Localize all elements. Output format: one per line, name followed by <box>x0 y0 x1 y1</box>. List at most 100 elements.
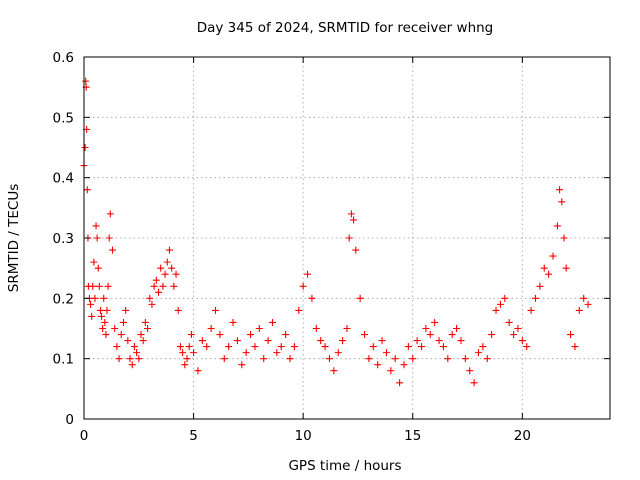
data-point <box>549 252 557 260</box>
data-point <box>102 331 110 339</box>
data-point <box>155 288 163 296</box>
data-point <box>146 294 154 302</box>
data-point <box>152 276 160 284</box>
data-point <box>181 361 189 369</box>
data-point <box>562 264 570 272</box>
data-point <box>95 282 103 290</box>
data-point <box>325 355 333 363</box>
data-point <box>580 294 588 302</box>
data-point <box>444 355 452 363</box>
data-point <box>290 343 298 351</box>
data-point <box>203 343 211 351</box>
data-point <box>374 361 382 369</box>
data-point <box>453 325 461 332</box>
y-axis-label: SRMTID / TECUs <box>6 184 22 292</box>
data-point <box>119 318 127 326</box>
data-point <box>174 306 182 314</box>
data-point <box>378 337 386 345</box>
data-point <box>93 234 101 242</box>
y-tick-label: 0.6 <box>53 50 74 66</box>
data-point <box>396 379 404 387</box>
data-point <box>83 186 91 194</box>
data-point <box>413 337 421 345</box>
data-point <box>347 210 355 218</box>
data-point <box>194 367 202 375</box>
data-point <box>104 282 112 290</box>
data-point <box>133 349 141 357</box>
data-point <box>126 355 134 363</box>
y-tick-label: 0.5 <box>53 110 74 126</box>
data-point <box>170 282 178 290</box>
data-point <box>82 77 90 85</box>
data-point <box>98 312 106 320</box>
data-point <box>144 325 152 332</box>
data-point <box>426 331 434 339</box>
data-point <box>418 343 426 351</box>
tick-layer: 0 5 10 15 20 0 0.1 0.2 0.3 0.4 0.5 0.6 <box>53 50 610 444</box>
data-point <box>212 306 219 314</box>
data-point <box>242 349 250 357</box>
data-point <box>488 331 496 339</box>
data-point <box>584 300 592 308</box>
x-tick-label: 10 <box>295 428 312 444</box>
data-point <box>268 318 276 326</box>
data-point <box>439 343 447 351</box>
data-point <box>382 349 390 357</box>
data-point <box>100 294 108 302</box>
data-point <box>556 186 564 194</box>
data-point <box>168 264 176 272</box>
data-point <box>356 294 364 302</box>
data-point <box>255 325 263 332</box>
data-point <box>137 331 145 339</box>
data-point <box>91 294 99 302</box>
data-point <box>220 355 228 363</box>
chart-title: Day 345 of 2024, SRMTID for receiver whn… <box>197 20 494 36</box>
data-point <box>536 282 544 290</box>
data-point <box>365 355 373 363</box>
data-point <box>400 361 408 369</box>
data-point <box>238 361 246 369</box>
data-point <box>514 325 522 332</box>
data-point <box>277 343 285 351</box>
data-point <box>304 270 312 278</box>
data-point <box>233 337 241 345</box>
data-point <box>99 325 107 332</box>
data-point <box>264 337 272 345</box>
data-point <box>321 343 329 351</box>
data-point <box>339 337 347 345</box>
data-point <box>108 246 116 254</box>
data-point <box>523 343 531 351</box>
data-point <box>575 306 583 314</box>
data-point <box>216 331 224 339</box>
data-point <box>89 282 97 290</box>
data-point <box>183 355 191 363</box>
data-point <box>501 294 509 302</box>
data-point <box>457 337 465 345</box>
data-point <box>190 349 198 357</box>
data-point <box>431 318 439 326</box>
data-point <box>139 337 147 345</box>
data-point <box>531 294 539 302</box>
data-point <box>198 337 206 345</box>
data-point <box>207 325 215 332</box>
data-point <box>247 331 255 339</box>
data-point <box>461 355 469 363</box>
data-point <box>295 306 303 314</box>
data-point <box>117 331 125 339</box>
data-point <box>391 355 399 363</box>
data-point <box>101 318 109 326</box>
data-point <box>122 306 130 314</box>
data-point <box>105 234 113 242</box>
data-point <box>141 318 149 326</box>
data-point <box>571 343 579 351</box>
data-point <box>96 306 104 314</box>
data-point <box>135 355 143 363</box>
data-point <box>229 318 237 326</box>
data-point <box>179 349 187 357</box>
data-point <box>185 343 193 351</box>
data-point <box>317 337 325 345</box>
data-point <box>312 325 320 332</box>
data-point <box>251 343 259 351</box>
data-point <box>163 258 171 266</box>
